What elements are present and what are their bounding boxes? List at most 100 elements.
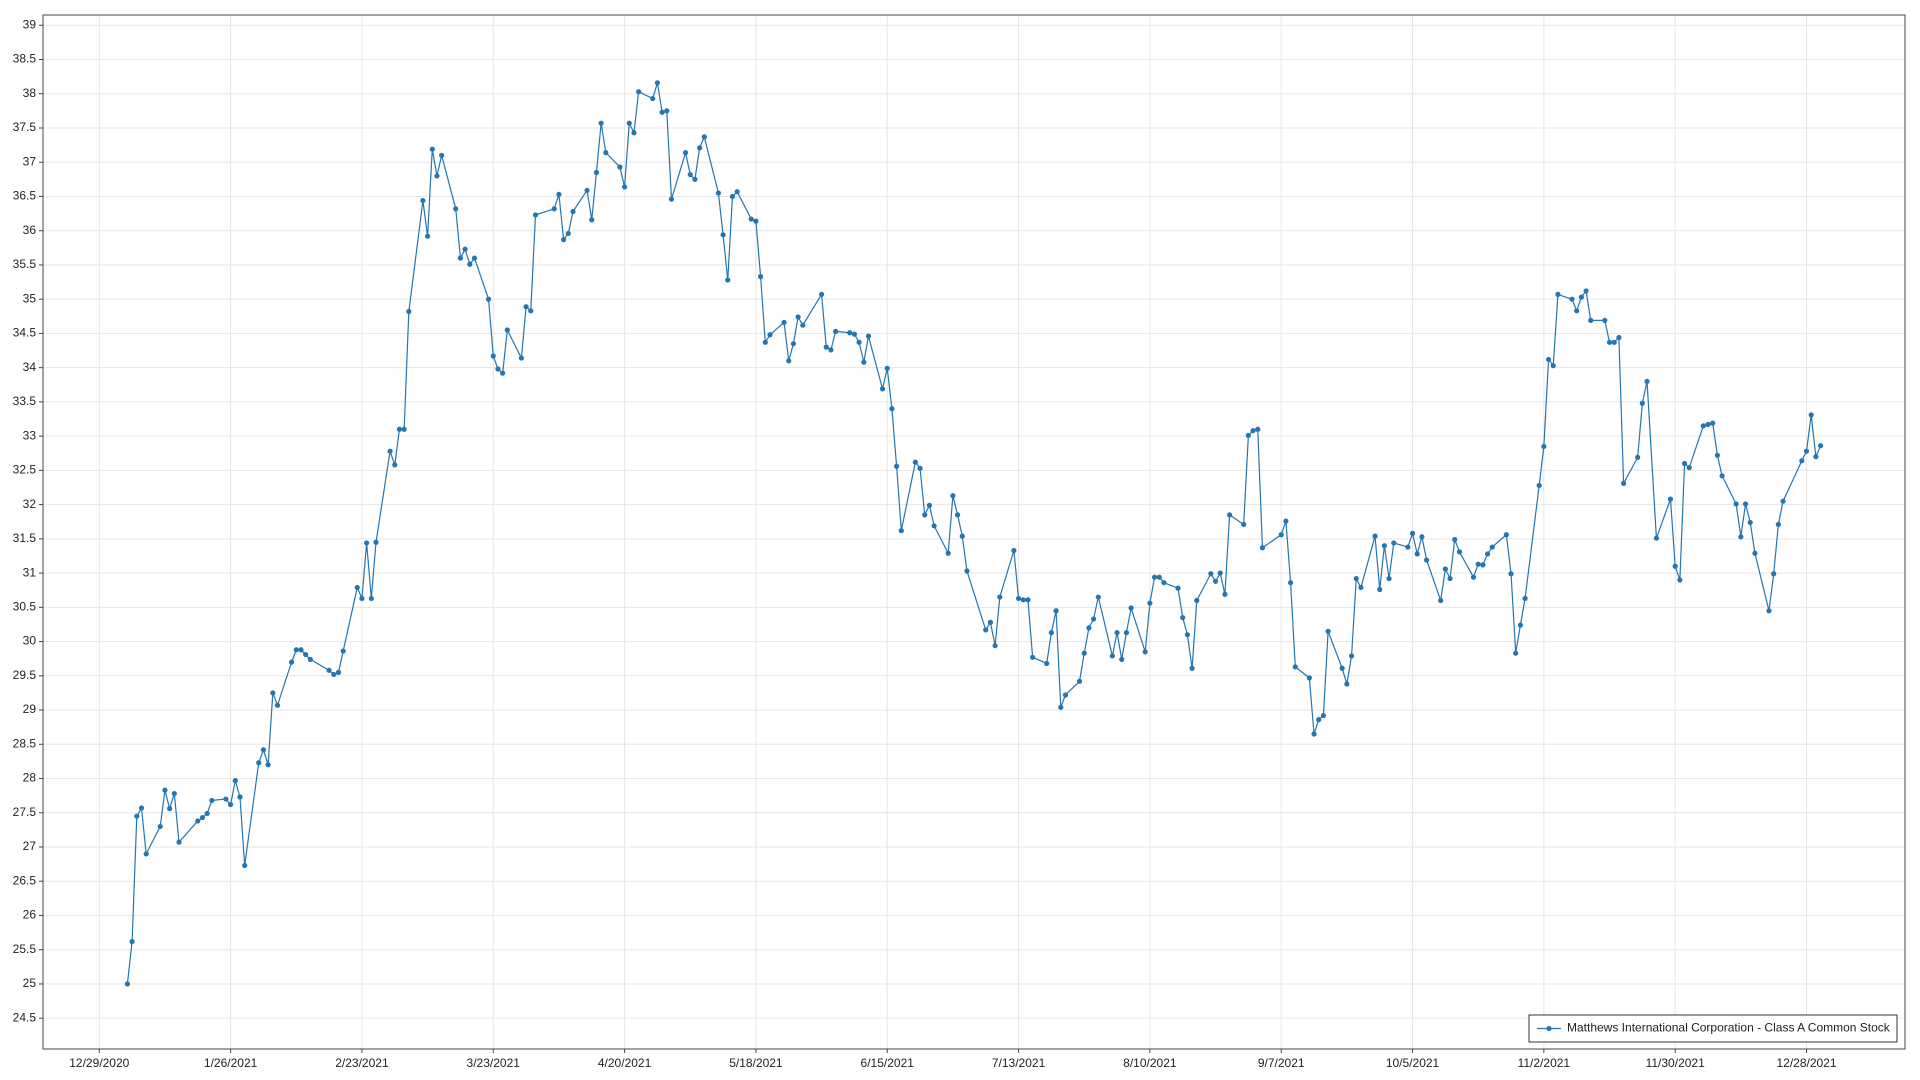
data-point [1114, 630, 1120, 636]
legend-marker [1546, 1025, 1552, 1032]
data-point [1644, 378, 1650, 384]
data-point [917, 465, 923, 471]
data-point [617, 164, 623, 170]
data-point [1259, 545, 1266, 551]
data-point [1583, 288, 1589, 294]
data-point [157, 823, 163, 830]
data-point [1025, 597, 1031, 603]
y-tick-label: 35 [23, 291, 37, 305]
y-tick-label: 30.5 [13, 599, 37, 613]
data-point [500, 370, 506, 376]
data-point [1667, 496, 1674, 502]
x-tick-label: 7/13/2021 [992, 1056, 1046, 1070]
data-point [1700, 423, 1706, 429]
data-point [1287, 580, 1294, 586]
data-point [725, 277, 731, 283]
data-point [654, 80, 661, 86]
data-point [833, 328, 839, 334]
data-point [795, 314, 801, 320]
data-point [1452, 536, 1458, 543]
data-point [471, 255, 478, 261]
data-point [1147, 600, 1153, 606]
data-point [898, 528, 904, 534]
data-point [1377, 586, 1383, 593]
data-point [1316, 717, 1322, 723]
y-tick-label: 24.5 [13, 1010, 37, 1024]
data-point [926, 502, 933, 508]
data-point [720, 232, 726, 238]
data-point [138, 805, 145, 811]
data-point [457, 255, 464, 261]
data-point [368, 595, 374, 602]
y-tick-label: 27.5 [13, 805, 37, 819]
x-tick-label: 11/2/2021 [1518, 1056, 1571, 1070]
data-point [1653, 535, 1660, 541]
data-point [1283, 518, 1289, 524]
data-point [565, 230, 571, 237]
y-tick-label: 26 [23, 908, 37, 922]
data-point [1719, 473, 1725, 479]
y-tick-label: 34 [23, 360, 37, 374]
data-point [945, 550, 951, 556]
data-point [1405, 544, 1411, 550]
x-tick-label: 12/29/2020 [69, 1056, 129, 1070]
data-point [1020, 597, 1026, 603]
data-point [950, 493, 956, 499]
data-point [1672, 563, 1678, 569]
data-point [1123, 630, 1130, 636]
data-point [1227, 512, 1233, 518]
x-tick-label: 11/30/2021 [1646, 1056, 1705, 1070]
data-point [1606, 339, 1613, 345]
data-point [987, 619, 994, 625]
y-tick-label: 36 [23, 223, 37, 237]
data-point [931, 523, 937, 529]
x-tick-label: 10/5/2021 [1386, 1056, 1440, 1070]
data-point [997, 594, 1003, 600]
data-point [621, 184, 628, 190]
data-point [340, 648, 346, 654]
data-point [1348, 653, 1355, 659]
data-point [1578, 294, 1584, 300]
data-point [1569, 296, 1575, 302]
data-point [232, 777, 238, 784]
data-point [1470, 574, 1477, 580]
data-point [1766, 608, 1772, 614]
data-point [490, 353, 496, 359]
data-point [682, 150, 689, 156]
data-point [1217, 570, 1223, 576]
data-point [1705, 421, 1711, 428]
data-point [687, 171, 693, 178]
data-point [199, 814, 206, 821]
data-point [598, 120, 604, 126]
data-point [495, 366, 501, 372]
y-tick-label: 28 [23, 771, 37, 785]
data-point [1212, 578, 1219, 584]
data-point [1686, 465, 1692, 471]
data-point [1189, 665, 1195, 671]
y-tick-label: 30 [23, 634, 37, 648]
data-point [1278, 532, 1284, 538]
data-point [1503, 532, 1509, 538]
data-point [692, 176, 698, 182]
data-point [1536, 482, 1542, 489]
data-point [307, 656, 313, 662]
data-point [1062, 692, 1069, 698]
data-point [288, 659, 295, 665]
data-point [734, 189, 740, 195]
data-point [626, 120, 632, 126]
data-point [1541, 443, 1547, 450]
data-point [1255, 426, 1261, 432]
data-point [134, 813, 140, 819]
data-point [439, 152, 445, 158]
data-point [861, 359, 867, 365]
data-point [1489, 544, 1495, 550]
legend-box [1528, 1014, 1898, 1043]
data-point [1325, 628, 1331, 634]
data-point [1090, 616, 1097, 622]
data-point [1803, 448, 1810, 454]
data-point [209, 797, 215, 804]
data-point [1030, 654, 1036, 660]
data-point [1574, 308, 1580, 314]
data-point [856, 339, 862, 345]
data-point [1095, 594, 1101, 600]
